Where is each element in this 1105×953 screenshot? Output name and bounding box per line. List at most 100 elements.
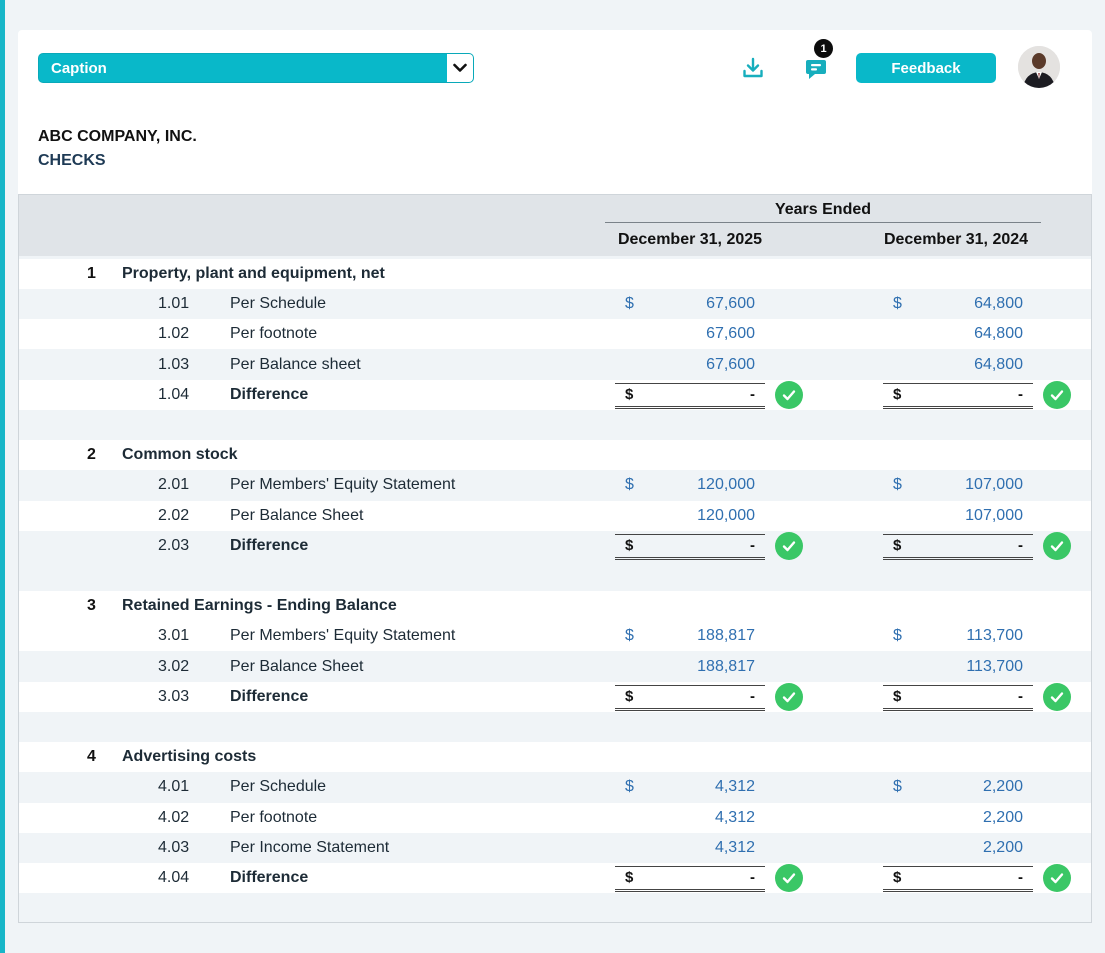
section-number: 3 [87,597,96,615]
value-2025: 188,817 [697,657,755,675]
table-row: 1.01 Per Schedule $ $67,600 64,800 [19,289,1091,320]
difference-box-2025: $ - [615,866,765,892]
row-number: 1.02 [158,325,190,343]
currency-symbol-2024: $ [893,627,902,645]
column-header-2024: December 31, 2024 [883,231,1029,248]
row-label: Per footnote [230,325,318,343]
value-2025: 67,600 [706,325,755,343]
value-2025: 4,312 [714,778,755,796]
feedback-button[interactable]: Feedback [856,53,996,83]
check-circle-icon [1043,531,1071,560]
difference-box-2024: $ - [883,866,1033,892]
difference-box-2024: $ - [883,533,1033,560]
section-title: Advertising costs [122,748,257,766]
row-label: Difference [230,536,309,554]
check-circle-icon [1043,682,1071,711]
row-label: Difference [230,869,309,886]
value-2025: 4,312 [714,808,755,826]
row-number: 3.01 [158,627,190,645]
row-number: 4.01 [158,778,190,796]
avatar[interactable] [1018,46,1060,88]
difference-currency: $ [893,536,902,554]
difference-currency: $ [625,687,634,705]
content-card: Caption 1 Feedback ABC COMPANY, INC. CHE… [18,30,1092,923]
section-number: 2 [87,446,96,464]
row-label: Per Members' Equity Statement [230,627,456,645]
value-2024: 2,200 [982,778,1023,796]
table-row: 2.02 Per Balance Sheet 120,000 107,000 [19,500,1091,531]
difference-box-2025: $ - [615,684,765,711]
checks-table: Years Ended December 31, 2025 December 3… [18,194,1092,923]
caption-select[interactable]: Caption [38,53,474,83]
row-number: 2.03 [158,536,190,554]
row-label: Per footnote [230,808,318,826]
section-header-row: 2 Common stock [19,440,1091,471]
value-2025: 4,312 [714,838,755,856]
chevron-down-icon[interactable] [447,54,473,82]
section-number: 1 [87,265,96,282]
row-number: 3.02 [158,657,190,675]
difference-currency: $ [625,869,634,886]
table-row: 4.03 Per Income Statement 4,312 2,200 [19,832,1091,863]
check-circle-icon [775,531,803,560]
currency-symbol-2025: $ [625,627,634,645]
row-number: 2.01 [158,476,190,494]
row-number: 2.02 [158,506,190,524]
company-name: ABC COMPANY, INC. [38,128,197,145]
value-2024: 107,000 [965,476,1023,494]
table-row: 4.01 Per Schedule $ $4,312 2,200 [19,772,1091,803]
section-header-row: 3 Retained Earnings - Ending Balance [19,591,1091,622]
value-2024: 113,700 [966,657,1023,675]
page-subtitle: CHECKS [38,152,106,169]
row-label: Per Members' Equity Statement [230,476,456,494]
row-label: Per Schedule [230,778,327,796]
difference-row: 4.04 Difference $ - $ - [19,863,1091,893]
table-row: 2.01 Per Members' Equity Statement $ $120,0… [19,470,1091,501]
currency-symbol-2024: $ [893,295,902,313]
section-number: 4 [87,748,96,766]
value-2024: 64,800 [974,325,1023,343]
header-divider [605,222,1041,223]
value-2024: 107,000 [965,506,1023,524]
row-label: Per Schedule [230,295,327,313]
difference-currency: $ [893,869,902,886]
left-accent-bar [0,0,5,953]
row-label: Per Balance sheet [230,355,361,373]
value-2024: 64,800 [974,355,1023,373]
currency-symbol-2025: $ [625,476,634,494]
difference-value: - [750,536,755,554]
table-row: 1.03 Per Balance sheet 67,600 64,800 [19,349,1091,380]
row-number: 1.04 [158,385,190,403]
table-row: 3.01 Per Members' Equity Statement $ $188,8… [19,621,1091,652]
check-circle-icon [1043,864,1071,892]
row-label: Per Balance Sheet [230,657,364,675]
difference-value: - [750,687,755,705]
check-circle-icon [1043,380,1071,409]
download-icon[interactable] [740,55,766,81]
row-number: 1.01 [158,295,190,313]
years-ended-heading: Years Ended [774,201,872,218]
difference-value: - [1018,687,1023,705]
section-title: Common stock [122,446,238,464]
difference-value: - [1018,536,1023,554]
difference-box-2025: $ - [615,533,765,560]
caption-select-label: Caption [51,59,107,77]
currency-symbol-2024: $ [893,778,902,796]
difference-value: - [750,869,755,886]
table-row: 1.02 Per footnote 67,600 64,800 [19,319,1091,350]
value-2025: 188,817 [697,627,755,645]
check-circle-icon [775,380,803,409]
comment-icon[interactable] [803,56,829,82]
table-row: 4.02 Per footnote 4,312 2,200 [19,802,1091,833]
table-row: 3.02 Per Balance Sheet 188,817 113,700 [19,651,1091,682]
section-title: Retained Earnings - Ending Balance [122,597,397,615]
difference-box-2024: $ - [883,684,1033,711]
row-label: Per Balance Sheet [230,506,364,524]
difference-box-2024: $ - [883,382,1033,409]
check-circle-icon [775,682,803,711]
table-header: Years Ended December 31, 2025 December 3… [19,195,1091,256]
difference-row: 1.04 Difference $ - $ - [19,379,1091,410]
value-2025: 67,600 [706,295,755,313]
comments-count-badge: 1 [814,39,833,58]
row-label: Difference [230,687,309,705]
